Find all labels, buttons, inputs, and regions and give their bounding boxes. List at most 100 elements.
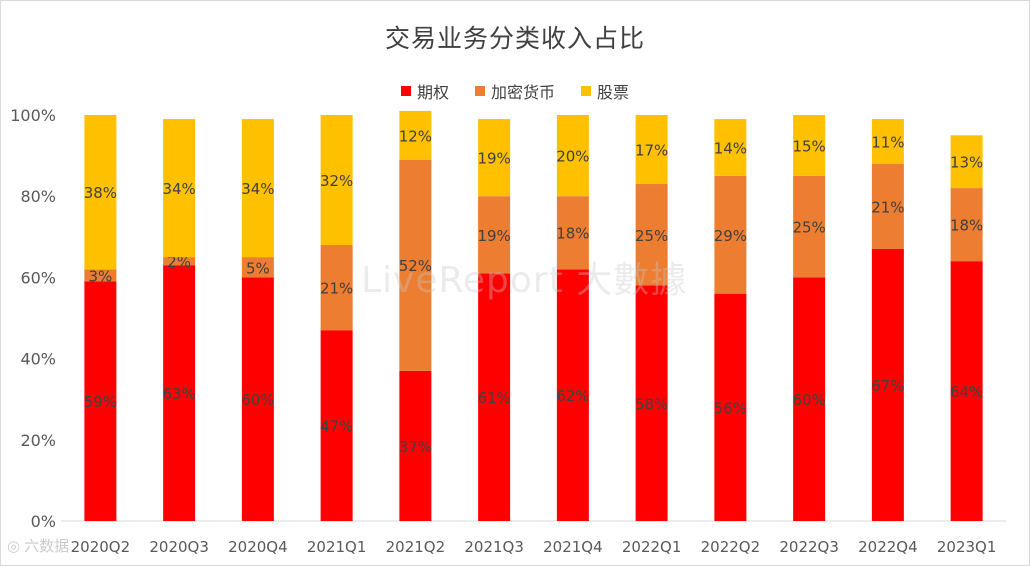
x-tick-label: 2023Q1 bbox=[937, 538, 997, 556]
bar-segment bbox=[84, 281, 117, 521]
y-tick-label: 80% bbox=[20, 187, 56, 206]
bar-segment bbox=[556, 269, 589, 521]
x-tick-label: 2022Q1 bbox=[622, 538, 682, 556]
bar-segment bbox=[714, 119, 747, 176]
data-label: 2% bbox=[167, 253, 191, 271]
data-label: 38% bbox=[84, 184, 117, 202]
bar-segment bbox=[241, 257, 274, 278]
corner-watermark-text: 六数据 bbox=[24, 537, 70, 555]
data-label: 62% bbox=[556, 387, 589, 405]
data-label: 19% bbox=[477, 227, 510, 245]
bar-segment bbox=[714, 293, 747, 521]
data-label: 34% bbox=[162, 180, 195, 198]
data-label: 21% bbox=[871, 198, 904, 216]
bar-segment bbox=[478, 273, 511, 521]
data-label: 20% bbox=[556, 148, 589, 166]
bar-segment bbox=[950, 261, 983, 521]
data-label: 11% bbox=[871, 133, 904, 151]
x-tick-label: 2020Q3 bbox=[149, 538, 209, 556]
legend-swatch-crypto bbox=[474, 86, 485, 96]
data-label: 19% bbox=[477, 150, 510, 168]
bar-segment bbox=[320, 115, 353, 245]
data-label: 3% bbox=[88, 267, 112, 285]
data-label: 21% bbox=[320, 280, 353, 298]
bar-segment bbox=[399, 370, 432, 521]
y-tick-label: 100% bbox=[10, 106, 56, 125]
data-label: 67% bbox=[871, 377, 904, 395]
data-label: 47% bbox=[320, 418, 353, 436]
bar-segment bbox=[320, 244, 353, 331]
logo-icon: ◎ bbox=[7, 536, 21, 555]
legend-label-crypto: 加密货币 bbox=[490, 83, 555, 102]
data-label: 5% bbox=[246, 259, 270, 277]
data-label: 58% bbox=[635, 395, 668, 413]
x-tick-label: 2022Q4 bbox=[858, 538, 918, 556]
legend-label-stocks: 股票 bbox=[597, 83, 630, 102]
bar-segment bbox=[635, 115, 668, 185]
bar-segment bbox=[399, 159, 432, 371]
data-label: 25% bbox=[635, 227, 668, 245]
data-label: 61% bbox=[477, 389, 510, 407]
bar-segment bbox=[871, 163, 904, 249]
legend: 期权 加密货币 股票 bbox=[1, 79, 1029, 103]
y-tick-label: 0% bbox=[31, 512, 56, 531]
x-tick-label: 2021Q1 bbox=[307, 538, 367, 556]
bar-segment bbox=[793, 175, 826, 278]
bar-segment bbox=[950, 135, 983, 189]
x-tick-label: 2021Q3 bbox=[464, 538, 524, 556]
bar-segment bbox=[635, 285, 668, 521]
legend-item-crypto: 加密货币 bbox=[474, 79, 555, 103]
bar-segment bbox=[556, 115, 589, 197]
legend-item-stocks: 股票 bbox=[581, 79, 629, 103]
x-tick-label: 2022Q2 bbox=[701, 538, 761, 556]
data-label: 32% bbox=[320, 172, 353, 190]
corner-watermark: ◎ 六数据 bbox=[7, 535, 69, 556]
data-label: 52% bbox=[399, 257, 432, 275]
data-label: 13% bbox=[950, 154, 983, 172]
bar-segment bbox=[714, 175, 747, 294]
bar-segment bbox=[399, 110, 432, 160]
data-label: 63% bbox=[162, 385, 195, 403]
data-label: 14% bbox=[714, 139, 747, 157]
bar-segment bbox=[478, 119, 511, 197]
bar-segment bbox=[320, 330, 353, 521]
bar-segment bbox=[478, 196, 511, 274]
data-label: 34% bbox=[241, 180, 274, 198]
x-tick-label: 2021Q4 bbox=[543, 538, 603, 556]
data-label: 18% bbox=[556, 225, 589, 243]
legend-item-options: 期权 bbox=[400, 79, 449, 103]
x-tick-label: 2020Q2 bbox=[71, 538, 131, 556]
bar-segment bbox=[793, 115, 826, 176]
data-label: 60% bbox=[792, 391, 825, 409]
bar-segment bbox=[84, 269, 117, 282]
data-label: 12% bbox=[399, 127, 432, 145]
data-label: 17% bbox=[635, 142, 668, 160]
bar-segment bbox=[793, 277, 826, 521]
data-label: 56% bbox=[714, 399, 747, 417]
bar-segment bbox=[635, 184, 668, 286]
bar-segment bbox=[163, 265, 196, 521]
bar-segment bbox=[241, 119, 274, 258]
legend-swatch-options bbox=[400, 86, 411, 96]
bar-segment bbox=[950, 188, 983, 262]
bar-segment bbox=[556, 196, 589, 270]
y-tick-label: 60% bbox=[20, 268, 56, 287]
chart-title: 交易业务分类收入占比 bbox=[384, 24, 645, 53]
bar-segment bbox=[163, 257, 196, 266]
x-tick-label: 2022Q3 bbox=[779, 538, 839, 556]
bar-segment bbox=[84, 115, 117, 270]
x-tick-label: 2021Q2 bbox=[386, 538, 446, 556]
data-label: 18% bbox=[950, 217, 983, 235]
y-tick-label: 40% bbox=[20, 350, 56, 369]
bar-segment bbox=[163, 119, 196, 258]
x-tick-label: 2020Q4 bbox=[228, 538, 288, 556]
data-label: 64% bbox=[950, 383, 983, 401]
data-label: 15% bbox=[792, 137, 825, 155]
bar-segment bbox=[241, 277, 274, 521]
bar-segment bbox=[871, 119, 904, 164]
bar-segment bbox=[871, 248, 904, 522]
data-label: 37% bbox=[399, 438, 432, 456]
data-label: 25% bbox=[792, 219, 825, 237]
